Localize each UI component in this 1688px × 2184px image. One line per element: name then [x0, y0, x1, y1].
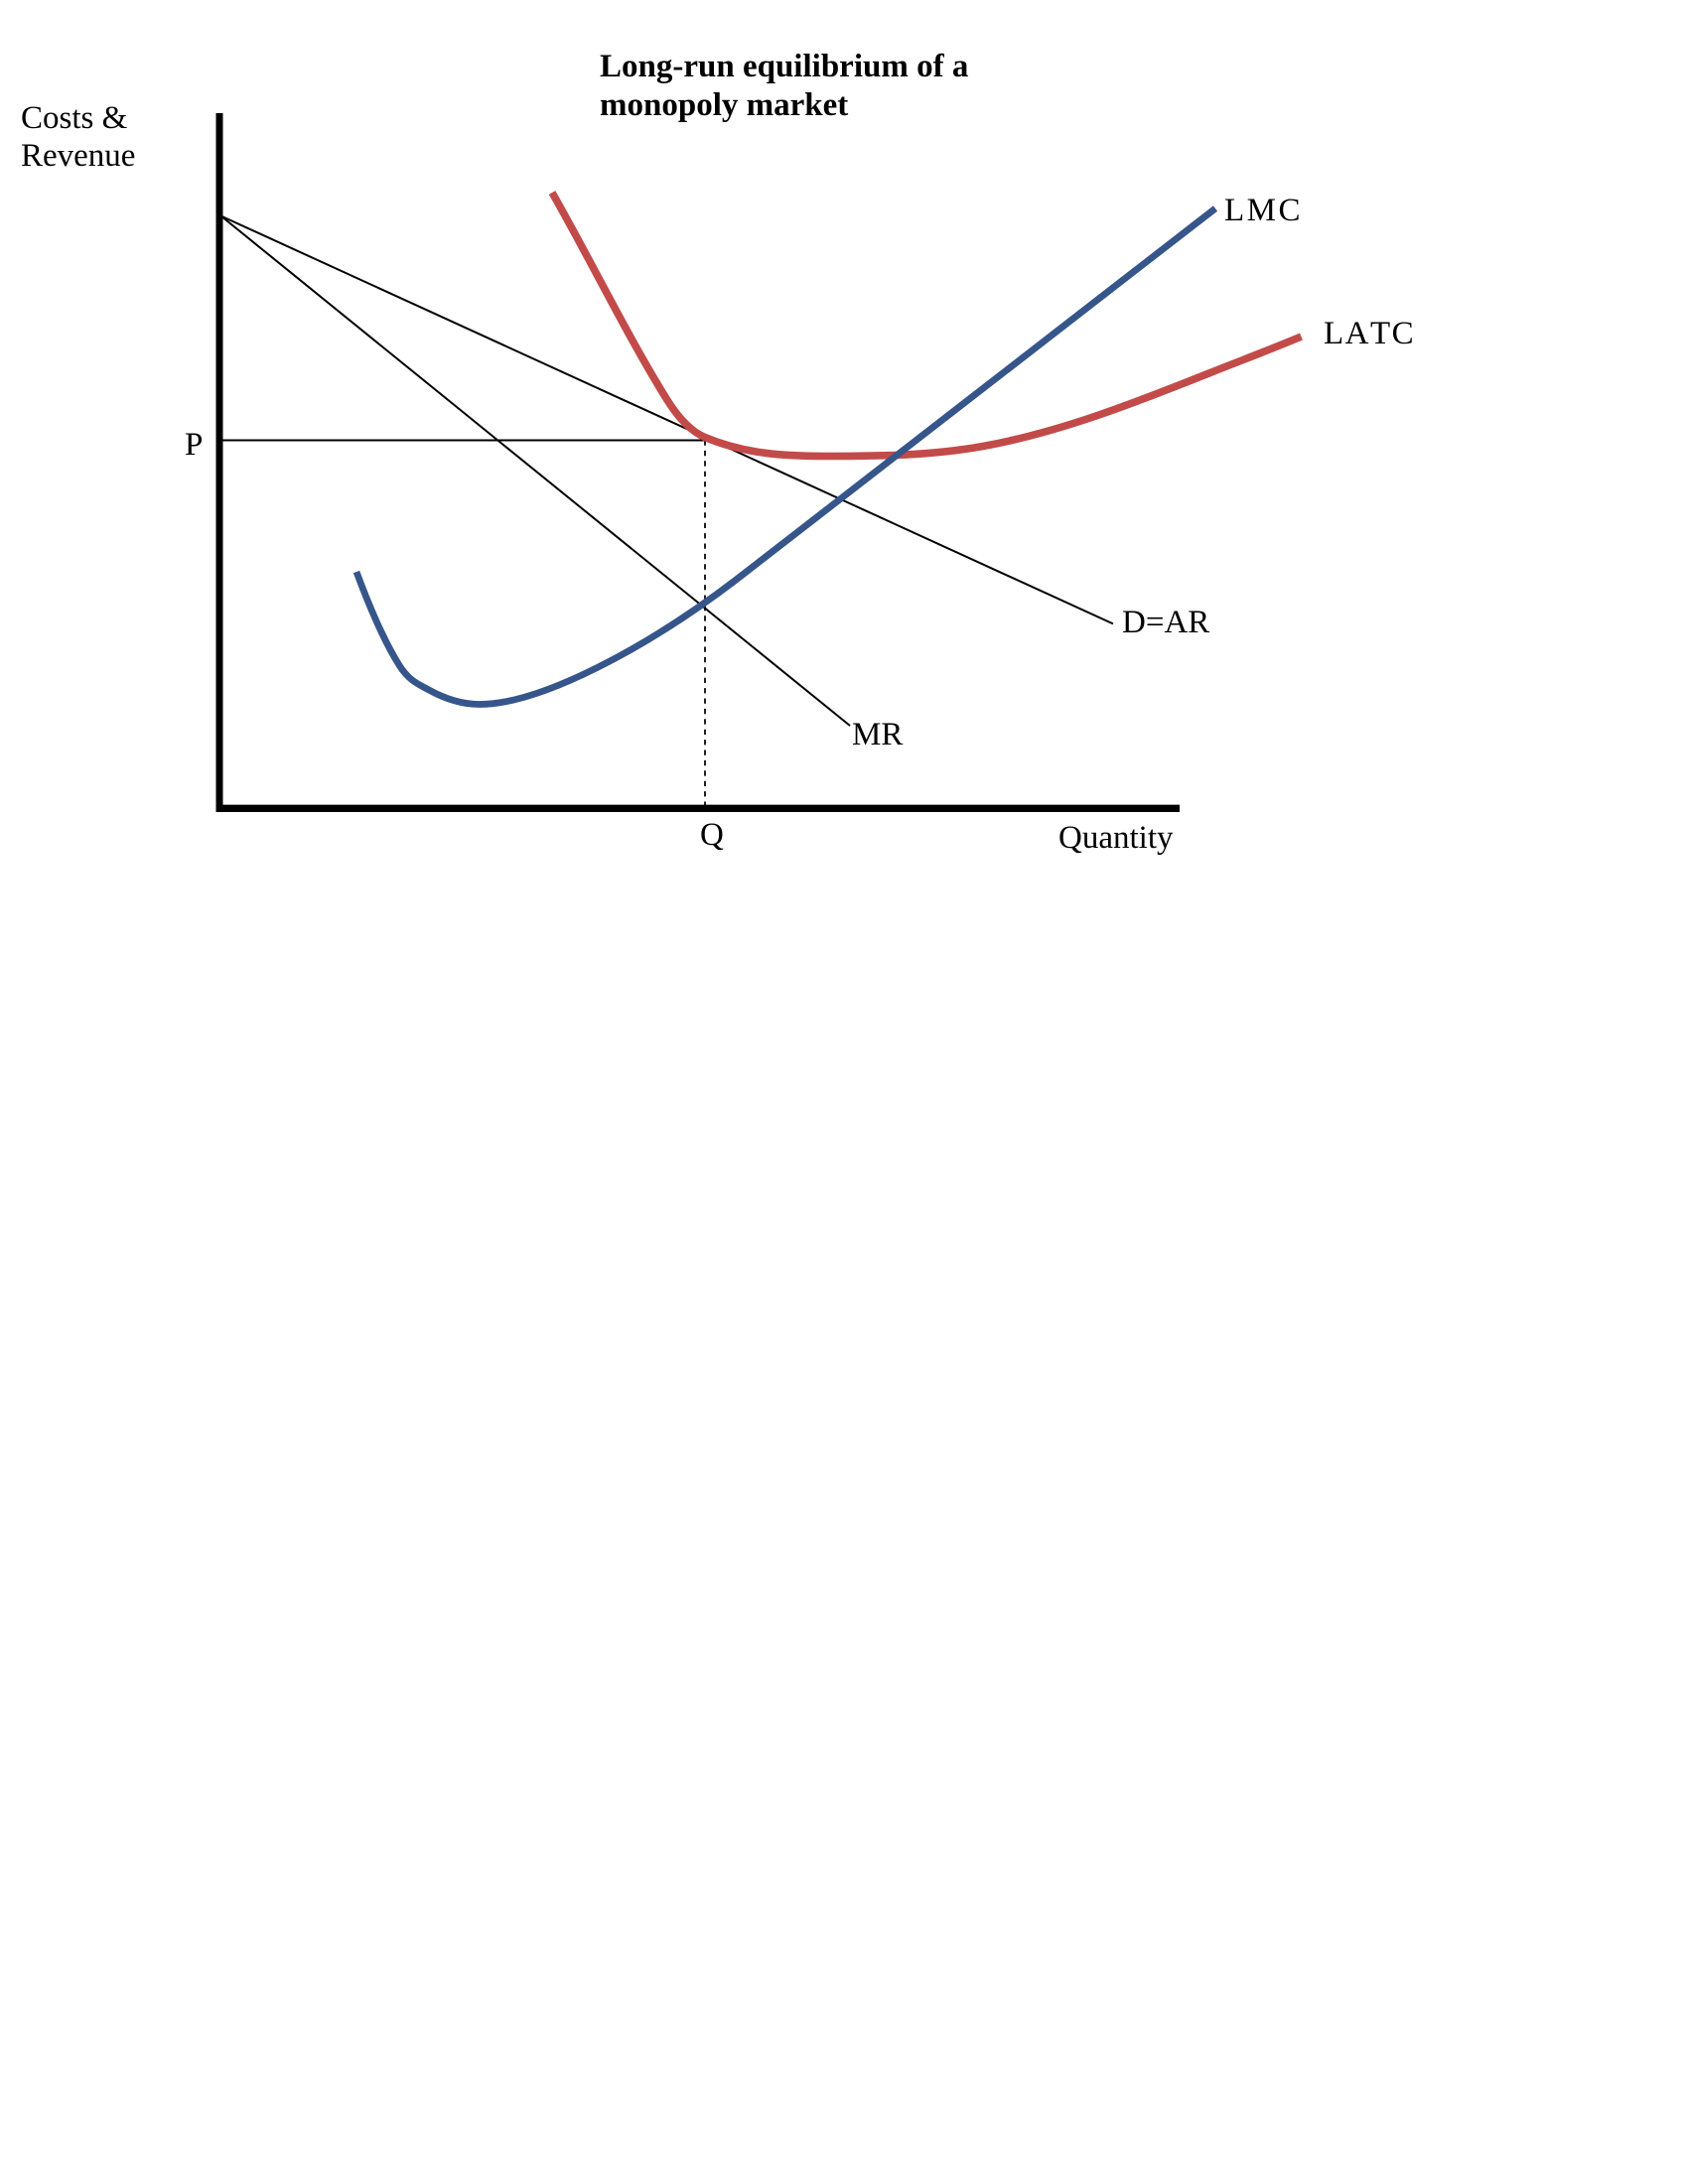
svg-text:monopoly market: monopoly market	[600, 87, 848, 123]
svg-text:LMC: LMC	[1224, 193, 1303, 228]
svg-text:D=AR: D=AR	[1122, 605, 1209, 640]
svg-text:MR: MR	[852, 717, 903, 752]
svg-text:Quantity: Quantity	[1058, 820, 1174, 856]
svg-text:Q: Q	[700, 817, 724, 853]
svg-text:Costs &: Costs &	[21, 100, 128, 136]
svg-text:LATC: LATC	[1324, 316, 1415, 351]
svg-text:Revenue: Revenue	[21, 138, 135, 174]
svg-text:Long-run equilibrium of a: Long-run equilibrium of a	[600, 49, 968, 84]
svg-text:P: P	[185, 427, 203, 463]
